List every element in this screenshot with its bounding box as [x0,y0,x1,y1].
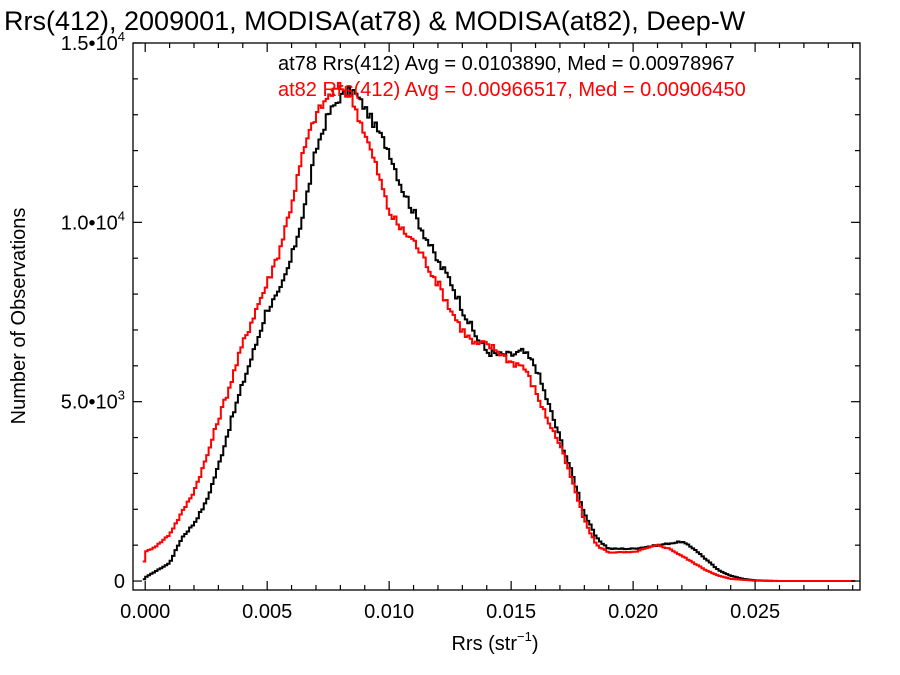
y-tick-label: 5.0•103 [61,388,125,414]
x-tick-label: 0.005 [242,601,292,623]
x-tick-label: 0.000 [120,601,170,623]
y-tick-label: 0 [114,571,125,593]
y-axis-label: Number of Observations [8,208,30,425]
x-axis-label: Rrs (str−1) [451,629,538,655]
x-tick-label: 0.020 [608,601,658,623]
plot-frame [132,42,861,591]
chart-title: Rrs(412), 2009001, MODISA(at78) & MODISA… [4,6,746,36]
series-at78-line [142,86,856,583]
legend-entry-at82: at82 Rrs(412) Avg = 0.00966517, Med = 0.… [278,79,746,101]
x-tick-label: 0.025 [730,601,780,623]
legend-entry-at78: at78 Rrs(412) Avg = 0.0103890, Med = 0.0… [278,53,735,75]
series-at82-line [142,81,856,583]
ticks-layer [133,42,860,590]
x-tick-label: 0.015 [486,601,536,623]
y-tick-label: 1.0•104 [61,208,125,234]
y-tick-labels: 0 5.0•103 1.0•104 1.5•104 [61,29,125,593]
y-tick-label: 1.5•104 [61,29,125,55]
series-layer [142,81,856,583]
x-tick-label: 0.010 [364,601,414,623]
x-tick-labels: 0.000 0.005 0.010 0.015 0.020 0.025 [120,601,780,623]
